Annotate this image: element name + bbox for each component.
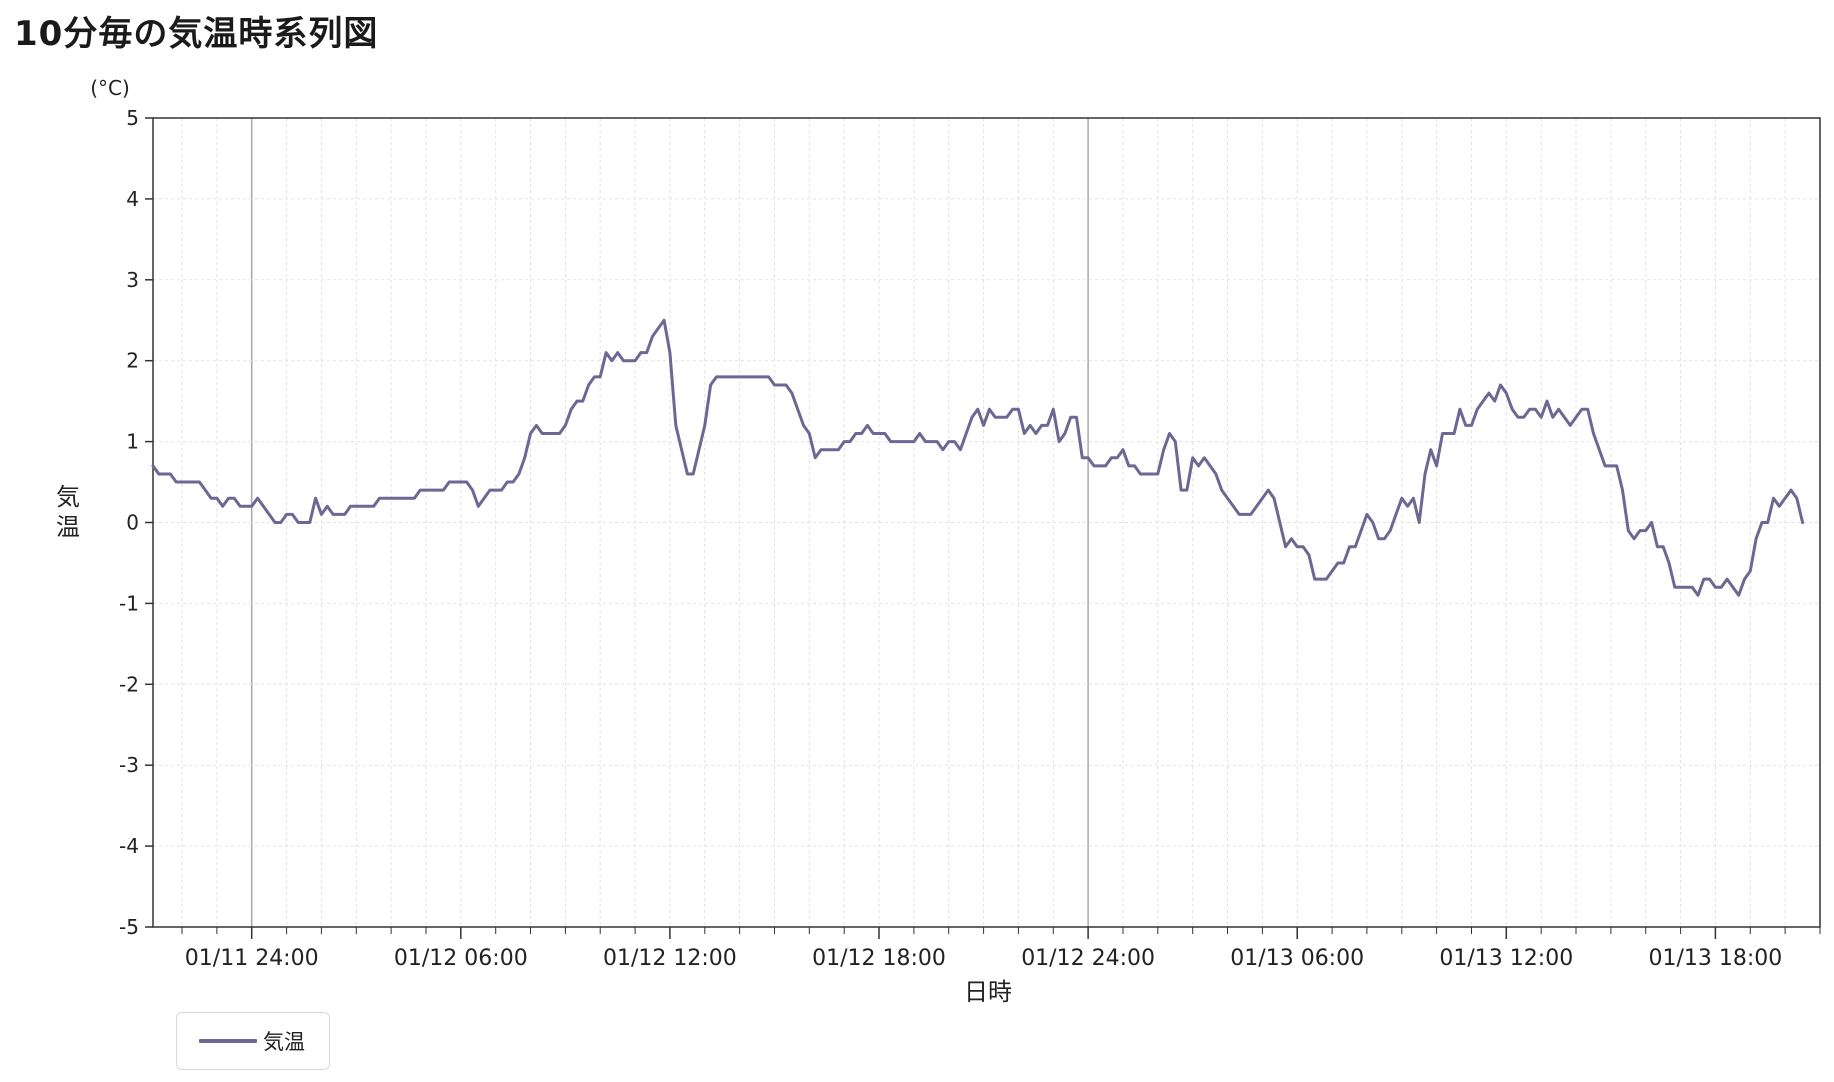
y-tick-label: 2: [126, 349, 139, 373]
legend: 気温: [176, 1012, 330, 1070]
legend-label: 気温: [263, 1030, 305, 1054]
y-tick-label: 1: [126, 430, 139, 454]
x-tick-label: 01/11 24:00: [185, 946, 319, 971]
y-tick-label: 5: [126, 106, 139, 130]
y-tick-label: 4: [126, 187, 139, 211]
x-tick-label: 01/12 12:00: [603, 946, 737, 971]
x-tick-label: 01/13 06:00: [1230, 946, 1364, 971]
y-tick-label: -3: [119, 753, 139, 777]
y-tick-label: -2: [119, 672, 139, 696]
y-tick-label: 0: [126, 511, 139, 535]
y-tick-label: -1: [119, 591, 139, 615]
legend-swatch: [199, 1039, 257, 1043]
x-tick-label: 01/13 12:00: [1439, 946, 1573, 971]
plot-frame: [152, 117, 1821, 928]
x-tick-label: 01/13 18:00: [1649, 946, 1783, 971]
y-axis-unit: (°C): [90, 76, 130, 100]
x-axis-label: 日時: [964, 978, 1012, 1006]
y-axis-label: 気温: [56, 483, 80, 541]
temperature-series-line: [151, 318, 1805, 597]
page-title: 10分毎の気温時系列図: [14, 14, 379, 54]
y-tick-label: -5: [119, 915, 139, 939]
x-tick-label: 01/12 06:00: [394, 946, 528, 971]
axes: 5 4 3 2 1 0 -1 -2 -3 -4 -5 01/11 24:00 01/12 06:00 01…: [119, 106, 1821, 971]
y-tick-label: 3: [126, 268, 139, 292]
y-tick-label: -4: [119, 834, 139, 858]
plot-area: [151, 318, 1805, 597]
x-tick-label: 01/12 24:00: [1021, 946, 1155, 971]
grid-lines: [153, 117, 1821, 928]
x-tick-label: 01/12 18:00: [812, 946, 946, 971]
